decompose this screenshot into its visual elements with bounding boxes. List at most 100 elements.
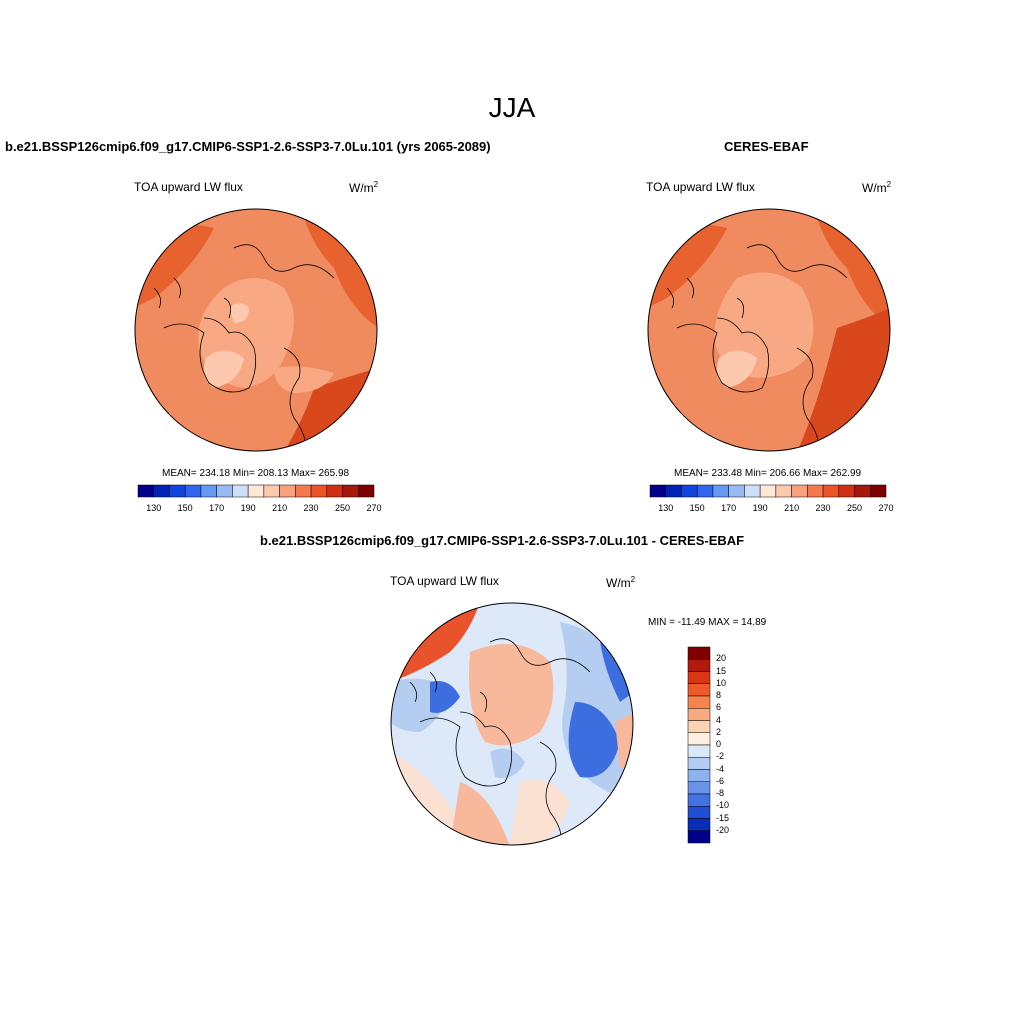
obs-polar-map xyxy=(647,208,891,452)
obs-panel-title: CERES-EBAF xyxy=(724,139,809,154)
colorbar-swatch xyxy=(184,484,202,498)
colorbar-swatch xyxy=(342,484,359,498)
colorbar-swatch xyxy=(687,769,711,782)
diff-strong-negative xyxy=(568,702,620,778)
map-boundary xyxy=(134,208,378,452)
colorbar-tick-label: 0 xyxy=(716,739,722,749)
map-pale-region xyxy=(716,350,757,388)
colorbar-tick-label: 190 xyxy=(240,503,256,513)
colorbar-swatch xyxy=(687,757,711,770)
colorbar-swatch xyxy=(326,484,343,498)
colorbar-swatch xyxy=(687,830,711,844)
colorbar-tick-label: -10 xyxy=(716,800,730,811)
diff-colorbar xyxy=(687,646,711,844)
colorbar-swatch xyxy=(744,484,761,498)
diff-variable-label: TOA upward LW flux xyxy=(390,574,499,588)
colorbar-tick-label: 4 xyxy=(716,714,722,725)
colorbar-swatch xyxy=(687,708,711,721)
colorbar-swatch xyxy=(687,683,711,697)
colorbar-swatch xyxy=(216,484,233,498)
colorbar-tick-label: 8 xyxy=(716,690,722,700)
colorbar-swatch xyxy=(687,695,711,709)
colorbar-swatch xyxy=(687,659,711,672)
diff-positive xyxy=(450,782,510,845)
colorbar-swatch xyxy=(687,720,711,733)
colorbar-tick-label: 230 xyxy=(815,503,831,513)
colorbar-tick-label: 20 xyxy=(716,653,727,664)
colorbar-tick-label: -20 xyxy=(716,824,730,835)
map-coastlines xyxy=(409,638,591,845)
colorbar-tick-label: 270 xyxy=(366,503,382,513)
colorbar-swatch xyxy=(200,484,217,498)
map-coastlines xyxy=(666,244,848,451)
colorbar-tick-label: 230 xyxy=(303,503,319,513)
colorbar-tick-label: -4 xyxy=(716,763,725,774)
colorbar-swatch xyxy=(870,484,887,498)
diff-colorbar-labels: 20 15 10 8 6 4 2 0 -2 -4 -6 -8 -10 -15 -20 xyxy=(716,647,746,843)
colorbar-tick-label: 170 xyxy=(209,503,225,513)
model-units: W/m2 xyxy=(349,180,379,195)
diff-units: W/m2 xyxy=(606,575,636,590)
colorbar-swatch xyxy=(310,484,328,498)
colorbar-swatch xyxy=(822,484,840,498)
obs-colorbar xyxy=(649,484,887,498)
model-stats: MEAN= 234.18 Min= 208.13 Max= 265.98 xyxy=(162,468,350,479)
colorbar-swatch xyxy=(712,484,729,498)
colorbar-swatch xyxy=(807,484,824,498)
colorbar-tick-label: 15 xyxy=(716,665,727,676)
diff-pale-positive xyxy=(510,779,570,845)
colorbar-tick-label: 150 xyxy=(177,503,193,513)
colorbar-tick-label: -6 xyxy=(716,775,725,786)
obs-variable-label: TOA upward LW flux xyxy=(646,180,755,194)
colorbar-swatch xyxy=(681,484,698,498)
colorbar-tick-label: -8 xyxy=(716,788,725,798)
model-colorbar xyxy=(137,484,375,498)
figure-title: JJA xyxy=(488,92,536,123)
colorbar-swatch xyxy=(358,484,375,498)
map-coastlines xyxy=(153,244,335,451)
colorbar-swatch xyxy=(687,793,711,807)
colorbar-swatch xyxy=(687,671,711,684)
colorbar-swatch xyxy=(696,484,714,498)
colorbar-tick-label: 10 xyxy=(716,677,727,688)
diff-negative xyxy=(490,748,525,778)
colorbar-swatch xyxy=(728,484,745,498)
colorbar-tick-label: 130 xyxy=(146,503,162,513)
colorbar-tick-label: 250 xyxy=(335,503,351,513)
colorbar-tick-label: 130 xyxy=(658,503,674,513)
colorbar-swatch xyxy=(137,484,154,498)
map-boundary xyxy=(647,208,891,452)
colorbar-swatch xyxy=(169,484,186,498)
colorbar-swatch xyxy=(649,484,666,498)
diff-stats: MIN = -11.49 MAX = 14.89 xyxy=(648,617,767,628)
diff-panel-title: b.e21.BSSP126cmip6.f09_g17.CMIP6-SSP1-2.… xyxy=(260,533,745,548)
colorbar-tick-label: -15 xyxy=(716,812,730,823)
colorbar-swatch xyxy=(247,484,265,498)
colorbar-swatch xyxy=(687,646,711,660)
colorbar-tick-label: 150 xyxy=(689,503,705,513)
colorbar-swatch xyxy=(687,744,711,758)
colorbar-tick-label: 2 xyxy=(716,726,722,737)
model-polar-map xyxy=(134,208,378,452)
colorbar-swatch xyxy=(687,781,711,795)
colorbar-tick-label: 210 xyxy=(272,503,288,513)
colorbar-swatch xyxy=(687,818,711,831)
colorbar-swatch xyxy=(687,732,711,746)
map-boundary xyxy=(390,602,634,846)
colorbar-tick-label: -2 xyxy=(716,751,725,762)
diff-strong-negative xyxy=(430,681,460,713)
colorbar-tick-label: 170 xyxy=(721,503,737,513)
diff-strong-negative xyxy=(600,642,633,702)
colorbar-swatch xyxy=(665,484,682,498)
colorbar-tick-label: 210 xyxy=(784,503,800,513)
colorbar-tick-label: 250 xyxy=(847,503,863,513)
colorbar-swatch xyxy=(854,484,871,498)
map-dark-region xyxy=(304,218,377,328)
colorbar-swatch xyxy=(279,484,296,498)
map-dark-region xyxy=(817,218,890,328)
colorbar-tick-label: 190 xyxy=(752,503,768,513)
colorbar-swatch xyxy=(263,484,280,498)
colorbar-swatch xyxy=(153,484,170,498)
obs-stats: MEAN= 233.48 Min= 206.66 Max= 262.99 xyxy=(674,468,862,479)
map-pale-region xyxy=(203,350,244,388)
